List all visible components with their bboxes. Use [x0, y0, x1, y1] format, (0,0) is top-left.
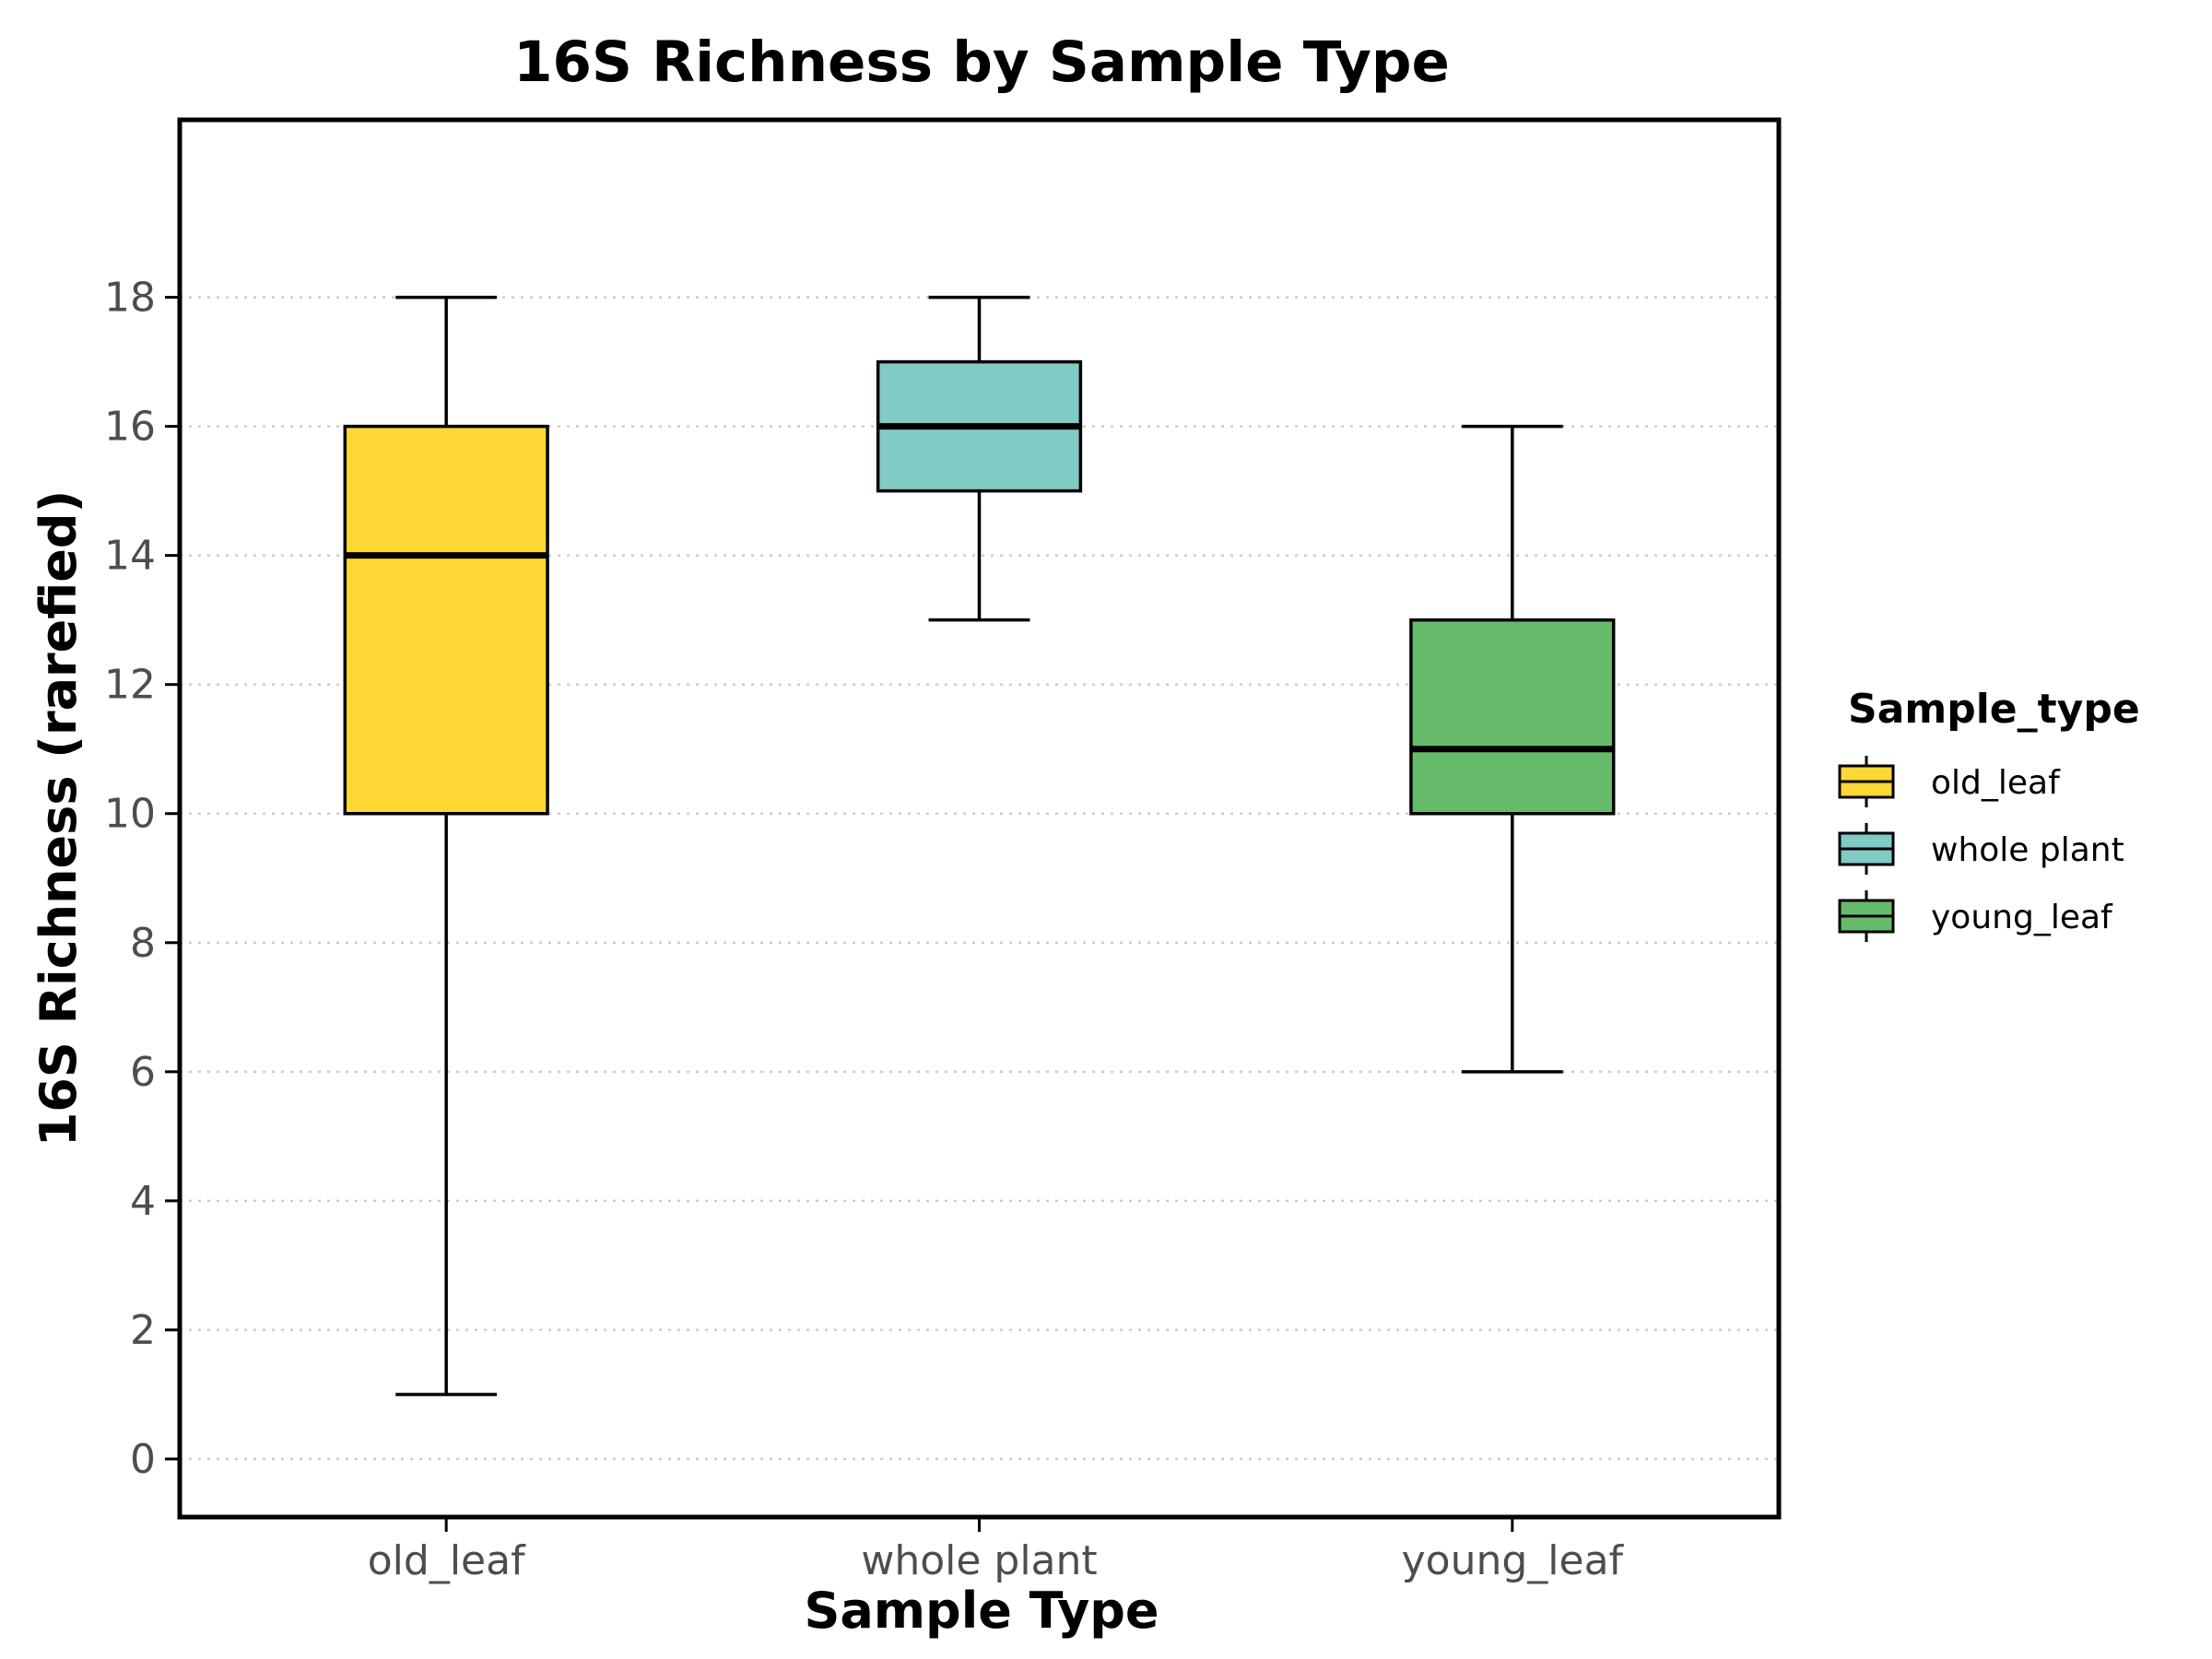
box-series — [343, 295, 1616, 1396]
iqr-box — [1409, 618, 1616, 816]
iqr-box — [343, 424, 549, 816]
x-tick-label: whole plant — [861, 1537, 1097, 1584]
legend-item: old_leaf — [1838, 756, 2061, 807]
box-group — [876, 295, 1083, 622]
y-tick-label: 14 — [104, 533, 156, 580]
x-axis-title: Sample Type — [804, 1582, 1159, 1640]
y-axis: 0 2 4 6 8 10 12 14 16 18 — [104, 275, 180, 1483]
chart-title: 16S Richness by Sample Type — [513, 29, 1450, 95]
y-tick-label: 16 — [104, 404, 156, 451]
y-tick-label: 6 — [130, 1049, 156, 1096]
legend-label: young_leaf — [1931, 899, 2113, 936]
y-tick-label: 4 — [130, 1178, 156, 1225]
y-tick-label: 8 — [130, 920, 156, 967]
box-group — [343, 295, 549, 1396]
y-tick-label: 12 — [104, 662, 156, 709]
y-tick-label: 10 — [104, 791, 156, 838]
legend-title: Sample_type — [1848, 686, 2140, 733]
legend-label: old_leaf — [1931, 764, 2061, 802]
box-group — [1409, 424, 1616, 1074]
legend-label: whole plant — [1931, 831, 2124, 869]
y-axis-title: 16S Richness (rarefied) — [29, 490, 88, 1147]
y-tick-label: 2 — [130, 1307, 156, 1354]
x-tick-label: young_leaf — [1402, 1537, 1625, 1584]
y-tick-label: 18 — [104, 275, 156, 322]
y-tick-label: 0 — [130, 1436, 156, 1483]
legend-item: young_leaf — [1838, 890, 2113, 942]
legend-item: whole plant — [1838, 823, 2124, 875]
x-tick-label: old_leaf — [368, 1537, 526, 1584]
x-axis: old_leaf whole plant young_leaf — [368, 1517, 1625, 1584]
